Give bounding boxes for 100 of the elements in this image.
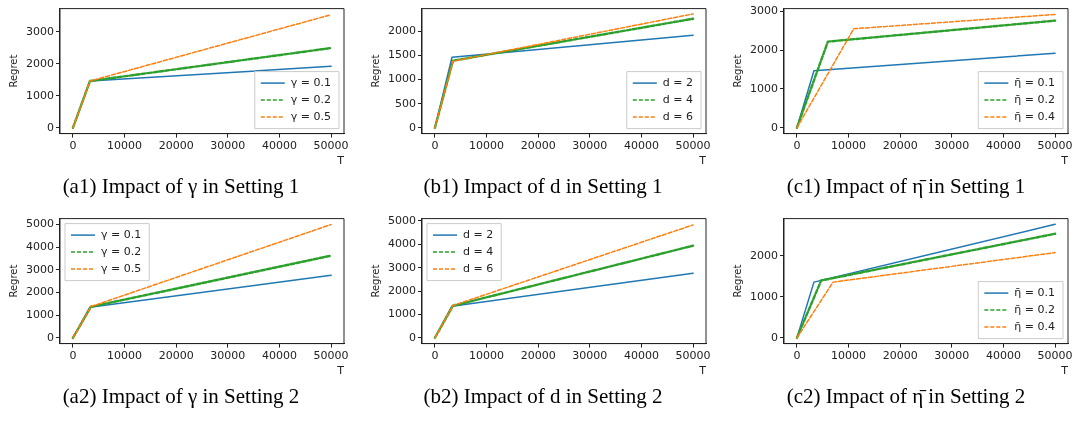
text: (c2) Impact of η̄ in Setting 2	[785, 384, 1027, 409]
legend-label: γ = 0.1	[100, 227, 142, 241]
x-tick-label: 20000	[520, 349, 556, 363]
x-tick-label: 50000	[675, 349, 711, 363]
y-tick-label: 3000	[25, 262, 54, 276]
legend-label: η̄ = 0.1	[1014, 285, 1056, 299]
y-tick-label: 3000	[387, 260, 416, 274]
text: (a1) Impact of γ in Setting 1	[61, 174, 301, 199]
x-tick-label: 30000	[572, 139, 608, 153]
x-tick-label: 10000	[469, 139, 505, 153]
x-tick-label: 20000	[158, 139, 194, 153]
y-tick-label: 0	[46, 330, 54, 344]
text: (a2) Impact of γ in Setting 2	[61, 384, 301, 409]
y-axis-title: Regret	[731, 264, 743, 298]
y-tick-label: 0	[408, 330, 416, 344]
x-tick-label: 50000	[1037, 349, 1073, 363]
y-tick-label: 3000	[25, 24, 54, 38]
x-axis-title: T	[336, 154, 345, 168]
x-tick-label: 10000	[469, 349, 505, 363]
y-tick-label: 0	[770, 330, 778, 344]
y-tick-label: 500	[394, 96, 416, 110]
y-tick-label: 1000	[749, 81, 778, 95]
y-tick-label: 2000	[25, 285, 54, 299]
x-axis-title: T	[336, 364, 345, 378]
x-tick-label: 10000	[107, 139, 143, 153]
legend-label: γ = 0.2	[100, 244, 142, 258]
y-tick-label: 1000	[387, 72, 416, 86]
x-tick-label: 50000	[1037, 139, 1073, 153]
x-tick-label: 40000	[985, 349, 1021, 363]
y-tick-label: 0	[46, 120, 54, 134]
y-axis-title: Regret	[369, 54, 381, 88]
y-axis-title: Regret	[369, 264, 381, 298]
x-tick-label: 0	[431, 349, 439, 363]
x-tick-label: 30000	[572, 349, 608, 363]
legend-label: η̄ = 0.2	[1014, 302, 1056, 316]
legend-label: d = 6	[462, 261, 494, 275]
x-tick-label: 50000	[313, 349, 349, 363]
legend-label: d = 4	[662, 92, 694, 106]
y-tick-label: 4000	[25, 239, 54, 253]
y-tick-label: 1000	[25, 88, 54, 102]
x-tick-label: 0	[793, 139, 801, 153]
x-axis-title: T	[1060, 364, 1069, 378]
x-tick-label: 0	[69, 139, 77, 153]
x-tick-label: 30000	[210, 139, 246, 153]
y-axis-title: Regret	[7, 54, 19, 88]
x-axis-title: T	[698, 364, 707, 378]
y-tick-label: 1500	[387, 48, 416, 62]
y-tick-label: 5000	[25, 217, 54, 231]
y-axis-title: Regret	[7, 264, 19, 298]
y-tick-label: 1000	[25, 308, 54, 322]
x-tick-label: 40000	[623, 349, 659, 363]
legend-label: γ = 0.5	[290, 109, 332, 123]
x-tick-label: 40000	[623, 139, 659, 153]
legend-label: η̄ = 0.4	[1014, 319, 1056, 333]
x-tick-label: 20000	[882, 139, 918, 153]
y-tick-label: 0	[770, 120, 778, 134]
x-tick-label: 30000	[210, 349, 246, 363]
x-tick-label: 20000	[158, 349, 194, 363]
x-axis-title: T	[698, 154, 707, 168]
y-tick-label: 0	[408, 120, 416, 134]
y-axis-title: Regret	[731, 54, 743, 88]
x-tick-label: 10000	[831, 139, 867, 153]
y-tick-label: 2000	[387, 24, 416, 38]
x-axis-title: T	[1060, 154, 1069, 168]
x-tick-label: 20000	[520, 139, 556, 153]
y-tick-label: 1000	[387, 307, 416, 321]
y-tick-label: 3000	[749, 4, 778, 18]
y-tick-label: 1000	[749, 289, 778, 303]
legend-label: η̄ = 0.4	[1014, 109, 1056, 123]
y-tick-label: 2000	[749, 43, 778, 56]
x-tick-label: 30000	[934, 139, 970, 153]
y-tick-label: 2000	[25, 56, 54, 70]
legend-label: d = 6	[662, 109, 694, 123]
legend-label: η̄ = 0.1	[1014, 75, 1056, 89]
x-tick-label: 10000	[107, 349, 143, 363]
y-tick-label: 4000	[387, 237, 416, 251]
y-tick-label: 2000	[387, 283, 416, 297]
legend-label: γ = 0.1	[290, 75, 332, 89]
legend-label: d = 4	[462, 244, 494, 258]
legend-label: d = 2	[462, 227, 494, 241]
x-tick-label: 40000	[985, 139, 1021, 153]
x-tick-label: 20000	[882, 349, 918, 363]
legend-label: η̄ = 0.2	[1014, 92, 1056, 106]
y-tick-label: 2000	[749, 248, 778, 262]
x-tick-label: 40000	[261, 349, 297, 363]
x-tick-label: 50000	[675, 139, 711, 153]
x-tick-label: 10000	[831, 349, 867, 363]
text: (b1) Impact of d in Setting 1	[422, 174, 664, 199]
text: (c1) Impact of η̄ in Setting 1	[785, 174, 1027, 199]
legend-label: d = 2	[662, 75, 694, 89]
x-tick-label: 0	[69, 349, 77, 363]
x-tick-label: 0	[431, 139, 439, 153]
x-tick-label: 0	[793, 349, 801, 363]
y-tick-label: 5000	[387, 213, 416, 227]
x-tick-label: 30000	[934, 349, 970, 363]
x-tick-label: 40000	[261, 139, 297, 153]
x-tick-label: 50000	[313, 139, 349, 153]
legend-label: γ = 0.2	[290, 92, 332, 106]
legend-label: γ = 0.5	[100, 261, 142, 275]
text: (b2) Impact of d in Setting 2	[422, 384, 664, 409]
